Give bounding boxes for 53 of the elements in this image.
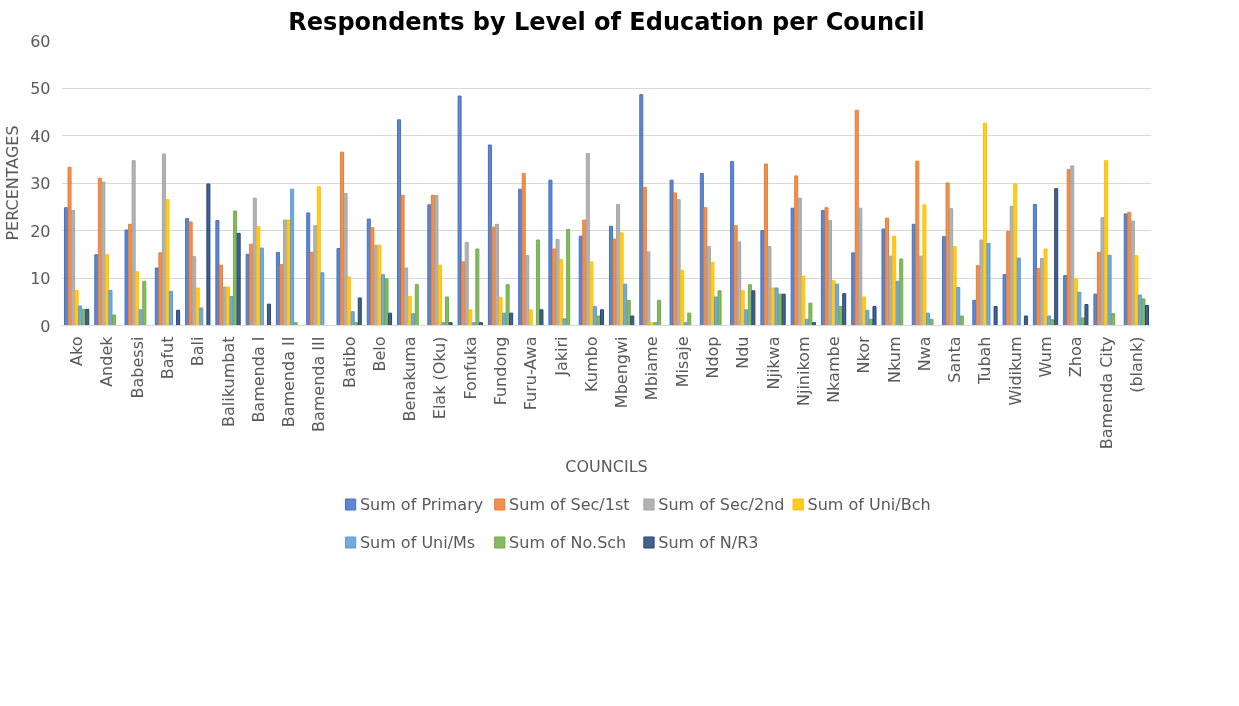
legend-label: Sum of Uni/Ms xyxy=(359,533,476,552)
x-tick-label: Tubah xyxy=(975,336,995,386)
x-tick-label: Kumbo xyxy=(581,336,601,392)
x-tick-label: Zhoa xyxy=(1066,336,1086,378)
x-tick-label: Nkum xyxy=(884,336,904,383)
x-tick-label: Mbiame xyxy=(642,336,662,401)
x-tick-label: Njikwa xyxy=(763,336,783,390)
x-tick-label: Andek xyxy=(97,335,117,387)
x-tick-label: Bamenda I xyxy=(248,336,268,423)
x-tick-label: Misaje xyxy=(672,336,692,388)
x-tick-label: Ndu xyxy=(733,336,753,369)
x-tick-label: Bafut xyxy=(157,336,177,380)
x-tick-label: Jakiri xyxy=(551,336,571,377)
legend-label: Sum of Uni/Bch xyxy=(807,495,931,514)
x-axis-title: COUNCILS xyxy=(565,457,648,477)
y-tick-label: 30 xyxy=(30,174,51,193)
x-tick-label: Batibo xyxy=(339,336,359,388)
y-tick-label: 10 xyxy=(30,269,51,288)
x-tick-label: Furu-Awa xyxy=(521,336,541,411)
x-tick-label: Bali xyxy=(188,336,208,367)
legend-label: Sum of Sec/1st xyxy=(509,495,630,514)
legend-label: Sum of No.Sch xyxy=(509,533,627,552)
x-tick-label: Bamenda City xyxy=(1096,336,1116,450)
x-tick-label: Belo xyxy=(369,336,389,372)
y-tick-label: 40 xyxy=(30,126,51,146)
x-tick-label: Fundong xyxy=(491,336,511,406)
y-axis-title: PERCENTAGES xyxy=(3,125,23,241)
x-tick-label: Fonfuka xyxy=(460,336,480,400)
legend-label: Sum of Primary xyxy=(359,495,484,514)
x-tick-label: Nkor xyxy=(854,336,874,374)
x-tick-label: Bamenda II xyxy=(279,336,299,428)
x-tick-label: Widikum xyxy=(1005,336,1025,406)
x-tick-label: (blank) xyxy=(1126,336,1146,393)
x-tick-label: Benakuma xyxy=(400,336,420,422)
legend-label: Sum of Sec/2nd xyxy=(658,495,785,514)
x-tick-label: Njinikom xyxy=(793,336,813,407)
chart-title: Respondents by Level of Education per Council xyxy=(288,7,925,36)
x-tick-label: Balikumbat xyxy=(218,336,238,427)
y-tick-label: 60 xyxy=(30,31,51,51)
x-tick-label: Elak (Oku) xyxy=(430,336,450,420)
x-tick-label: Mbengwi xyxy=(612,336,632,409)
x-tick-label: Wum xyxy=(1036,336,1056,378)
y-tick-label: 0 xyxy=(40,316,51,336)
x-tick-label: Bamenda III xyxy=(309,336,329,433)
x-tick-label: Ako xyxy=(67,336,87,366)
x-tick-label: Nkambe xyxy=(824,336,844,403)
x-tick-label: Babessi xyxy=(127,336,147,399)
legend-label: Sum of N/R3 xyxy=(658,533,759,552)
y-tick-label: 20 xyxy=(30,221,51,241)
y-tick-label: 50 xyxy=(30,79,51,98)
x-tick-label: Ndop xyxy=(702,336,722,379)
x-tick-label: Santa xyxy=(945,336,965,383)
x-tick-label: Nwa xyxy=(914,336,934,372)
